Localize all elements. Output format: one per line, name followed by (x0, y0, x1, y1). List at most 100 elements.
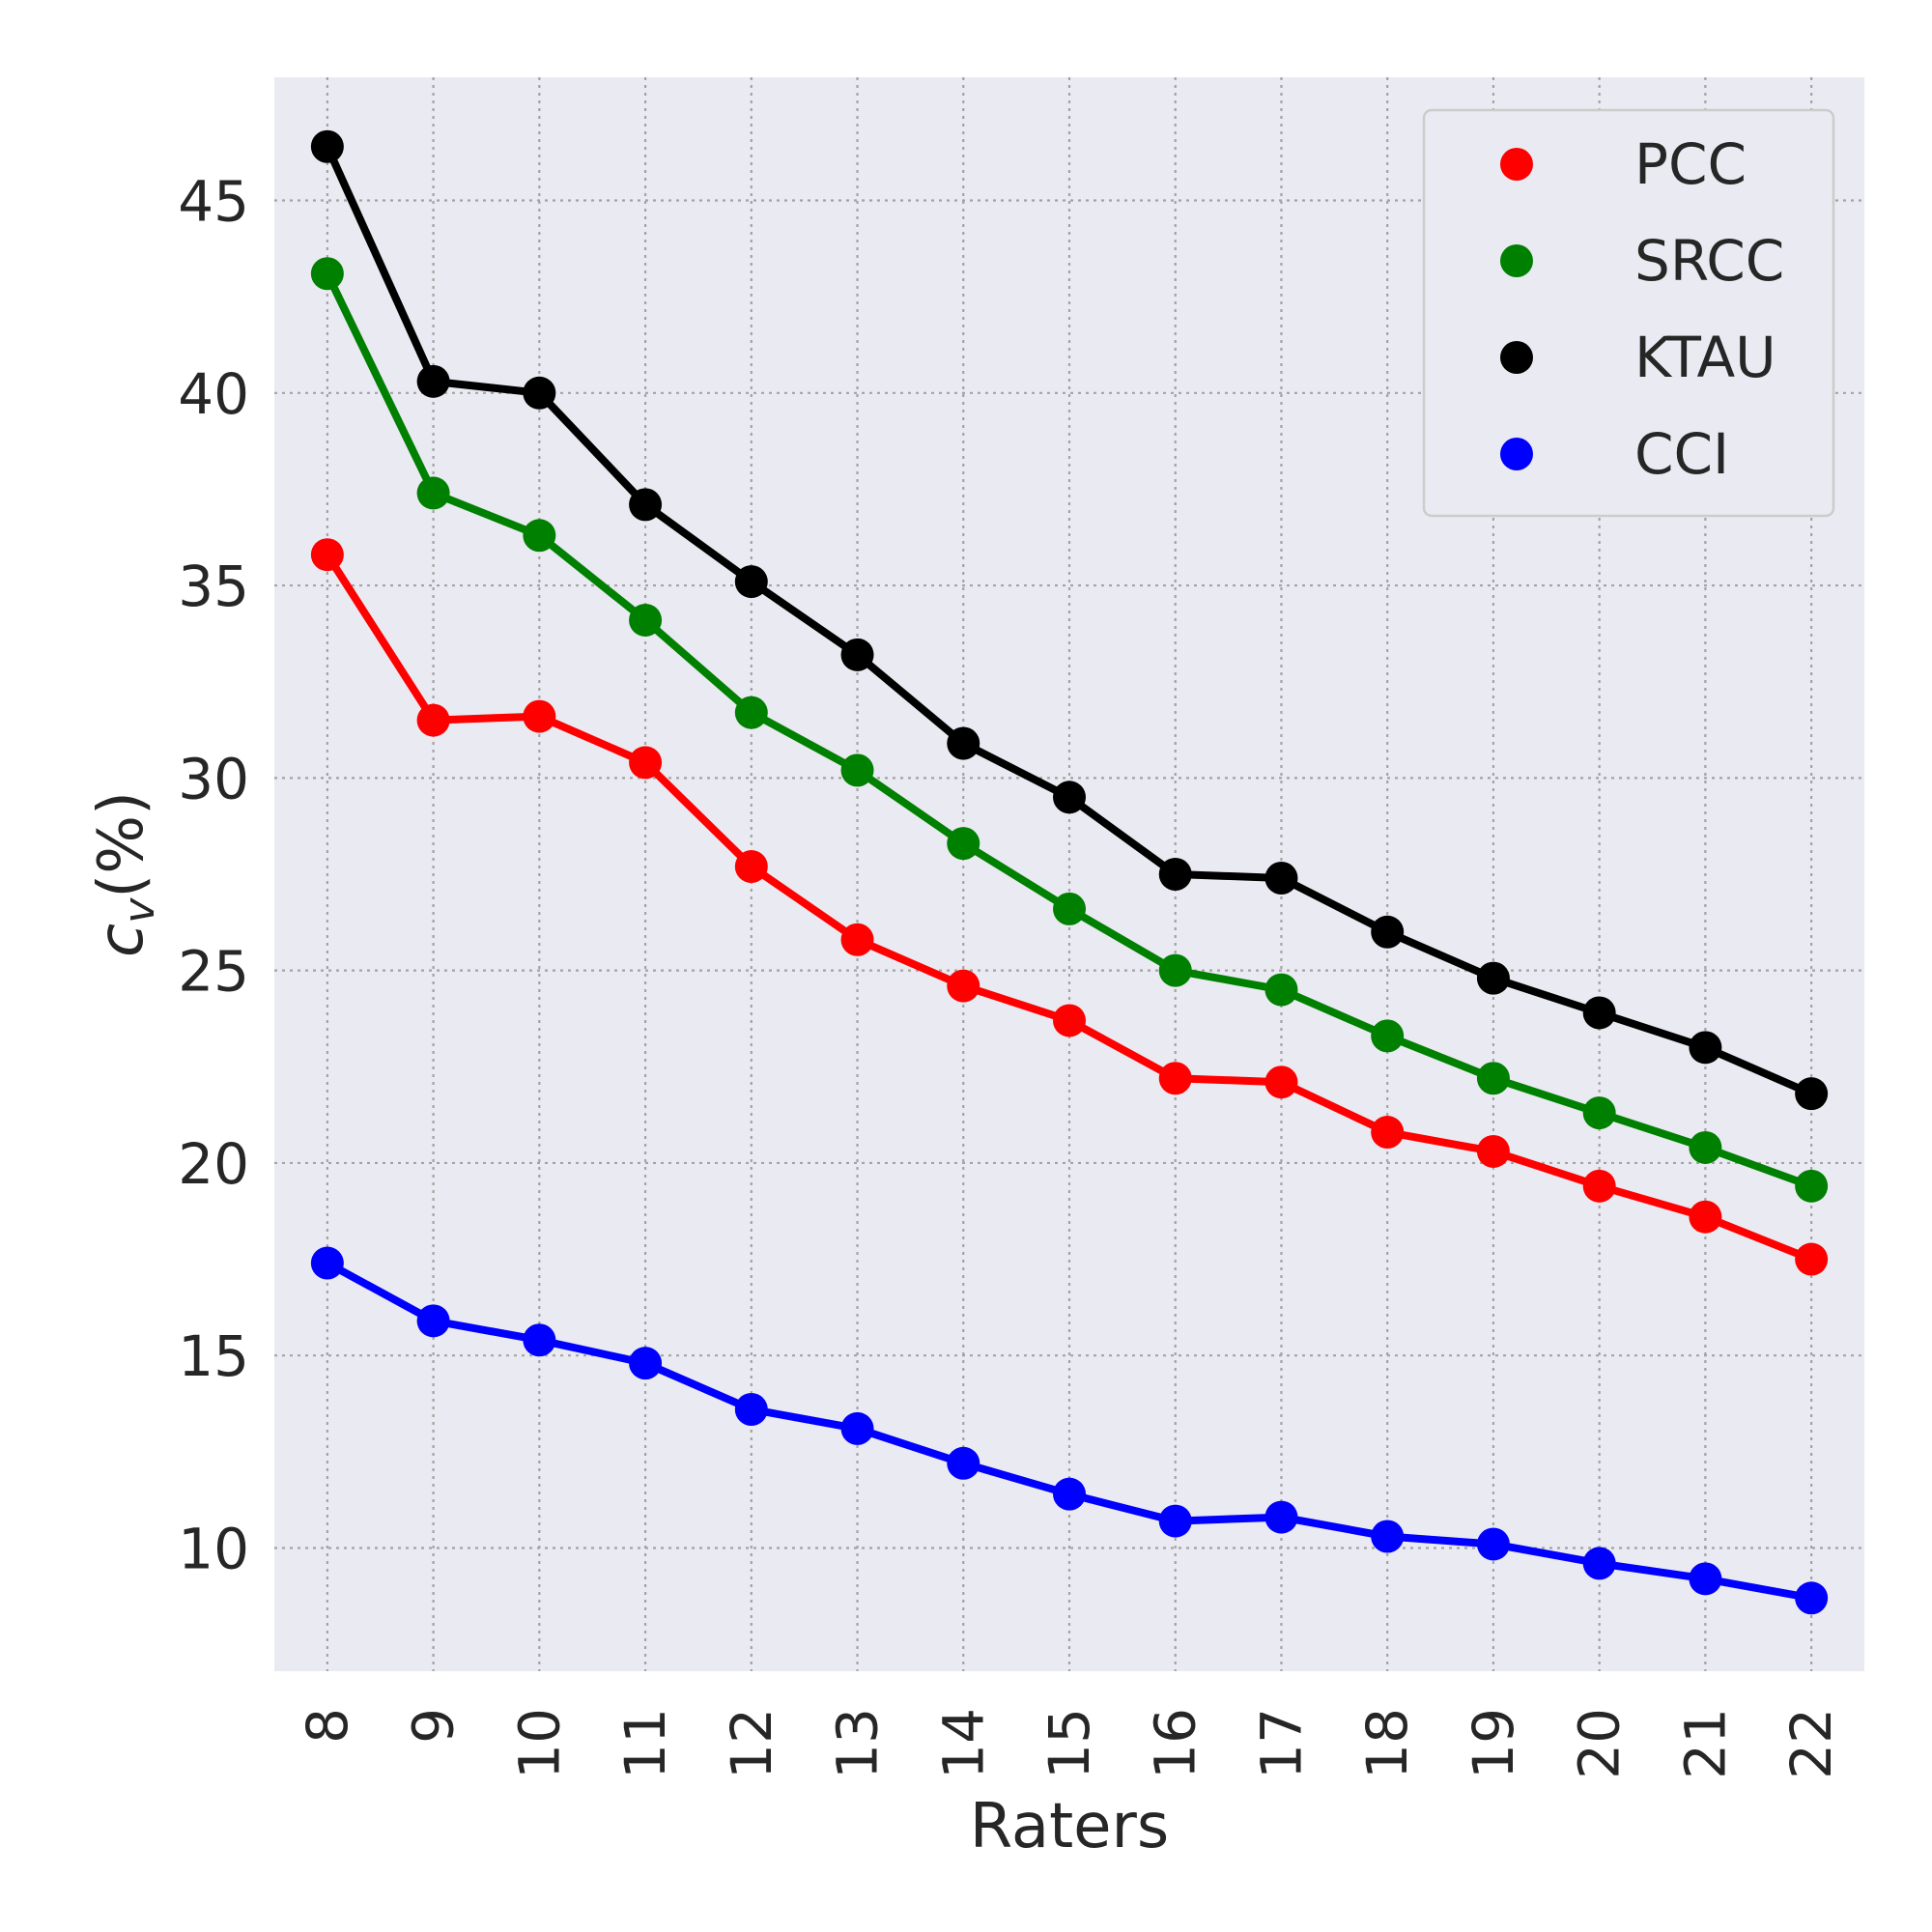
legend-marker-cci (1500, 438, 1533, 470)
data-point-srcc (523, 519, 556, 553)
data-point-ktau (1582, 996, 1616, 1030)
data-point-cci (1264, 1500, 1298, 1534)
y-tick-label: 10 (178, 1516, 249, 1581)
data-point-srcc (1053, 892, 1086, 925)
data-point-cci (523, 1323, 556, 1357)
data-point-ktau (416, 364, 450, 398)
legend-box (1422, 108, 1835, 518)
data-point-pcc (310, 538, 344, 572)
y-axis-title-symbol: c (86, 923, 157, 957)
y-tick-label: 20 (178, 1131, 249, 1197)
y-axis-ticks: 10 15 20 25 30 35 40 45 (178, 169, 249, 1582)
data-point-ktau (947, 726, 980, 760)
data-point-pcc (1371, 1116, 1405, 1150)
data-point-pcc (629, 746, 663, 780)
data-point-pcc (1264, 1065, 1298, 1099)
data-point-srcc (734, 696, 768, 729)
x-tick-label: 10 (506, 1708, 572, 1779)
data-point-ktau (1371, 915, 1405, 949)
data-point-pcc (840, 923, 874, 956)
data-point-pcc (734, 850, 768, 884)
y-tick-label: 35 (178, 554, 249, 619)
data-point-cci (1689, 1562, 1722, 1596)
legend: PCC SRCC KTAU CCI (1422, 108, 1835, 518)
data-point-srcc (629, 603, 663, 637)
legend-item-pcc: PCC (1500, 131, 1747, 197)
x-tick-label: 14 (930, 1708, 996, 1779)
legend-marker-srcc (1500, 244, 1533, 277)
data-point-cci (1476, 1527, 1510, 1561)
legend-marker-ktau (1500, 341, 1533, 374)
x-tick-label: 8 (295, 1708, 360, 1744)
data-point-ktau (1053, 781, 1086, 814)
legend-label-srcc: SRCC (1634, 228, 1784, 294)
data-point-pcc (947, 969, 980, 1003)
data-point-pcc (1476, 1134, 1510, 1168)
y-axis-title-subscript: v (115, 897, 164, 923)
data-point-ktau (840, 638, 874, 671)
data-point-cci (310, 1246, 344, 1280)
data-point-cci (629, 1347, 663, 1380)
data-point-cci (734, 1392, 768, 1426)
legend-item-srcc: SRCC (1500, 228, 1784, 294)
data-point-pcc (1795, 1242, 1829, 1276)
data-point-srcc (1476, 1062, 1510, 1095)
legend-marker-pcc (1500, 148, 1533, 181)
data-point-cci (840, 1411, 874, 1445)
y-axis-title-suffix: (%) (86, 791, 157, 898)
series-pcc (310, 538, 1829, 1276)
data-point-ktau (1689, 1031, 1722, 1065)
x-tick-label: 21 (1672, 1708, 1738, 1779)
data-point-pcc (1689, 1200, 1722, 1234)
data-point-cci (1371, 1520, 1405, 1553)
data-point-pcc (416, 703, 450, 737)
data-point-cci (416, 1304, 450, 1338)
x-tick-label: 9 (401, 1708, 467, 1744)
data-point-srcc (416, 476, 450, 510)
x-axis-title: Raters (970, 1791, 1169, 1862)
x-tick-label: 18 (1354, 1708, 1420, 1779)
data-point-ktau (629, 488, 663, 522)
data-point-ktau (1476, 961, 1510, 995)
data-point-cci (1582, 1547, 1616, 1580)
y-tick-label: 15 (178, 1323, 249, 1389)
y-tick-label: 25 (178, 939, 249, 1005)
data-point-ktau (734, 565, 768, 599)
series-srcc (310, 257, 1829, 1203)
data-point-srcc (947, 827, 980, 861)
x-tick-label: 12 (719, 1708, 784, 1779)
x-tick-label: 22 (1778, 1708, 1844, 1779)
data-point-srcc (1158, 953, 1192, 987)
legend-item-cci: CCI (1500, 421, 1729, 487)
x-tick-label: 11 (612, 1708, 678, 1779)
data-point-srcc (840, 753, 874, 787)
data-point-ktau (1264, 861, 1298, 895)
data-point-pcc (523, 699, 556, 733)
data-point-cci (1053, 1477, 1086, 1511)
y-tick-label: 30 (178, 746, 249, 811)
x-tick-label: 19 (1461, 1708, 1526, 1779)
series-cci (310, 1246, 1829, 1615)
data-point-srcc (1371, 1019, 1405, 1053)
data-point-srcc (1689, 1130, 1722, 1164)
data-point-ktau (1795, 1077, 1829, 1111)
data-point-srcc (1264, 973, 1298, 1007)
legend-label-cci: CCI (1634, 421, 1729, 487)
y-tick-label: 40 (178, 361, 249, 427)
y-axis-title: cv(%) (86, 791, 164, 957)
y-tick-label: 45 (178, 169, 249, 235)
x-tick-label: 17 (1248, 1708, 1314, 1779)
data-point-srcc (310, 257, 344, 291)
x-tick-label: 13 (825, 1708, 891, 1779)
data-point-cci (947, 1446, 980, 1480)
data-point-srcc (1795, 1169, 1829, 1203)
data-point-cci (1158, 1504, 1192, 1538)
x-tick-label: 15 (1037, 1708, 1102, 1779)
legend-label-pcc: PCC (1634, 131, 1747, 197)
data-point-pcc (1582, 1169, 1616, 1203)
legend-item-ktau: KTAU (1500, 325, 1776, 390)
data-point-ktau (1158, 858, 1192, 891)
x-tick-label: 20 (1567, 1708, 1633, 1779)
legend-label-ktau: KTAU (1634, 325, 1776, 390)
